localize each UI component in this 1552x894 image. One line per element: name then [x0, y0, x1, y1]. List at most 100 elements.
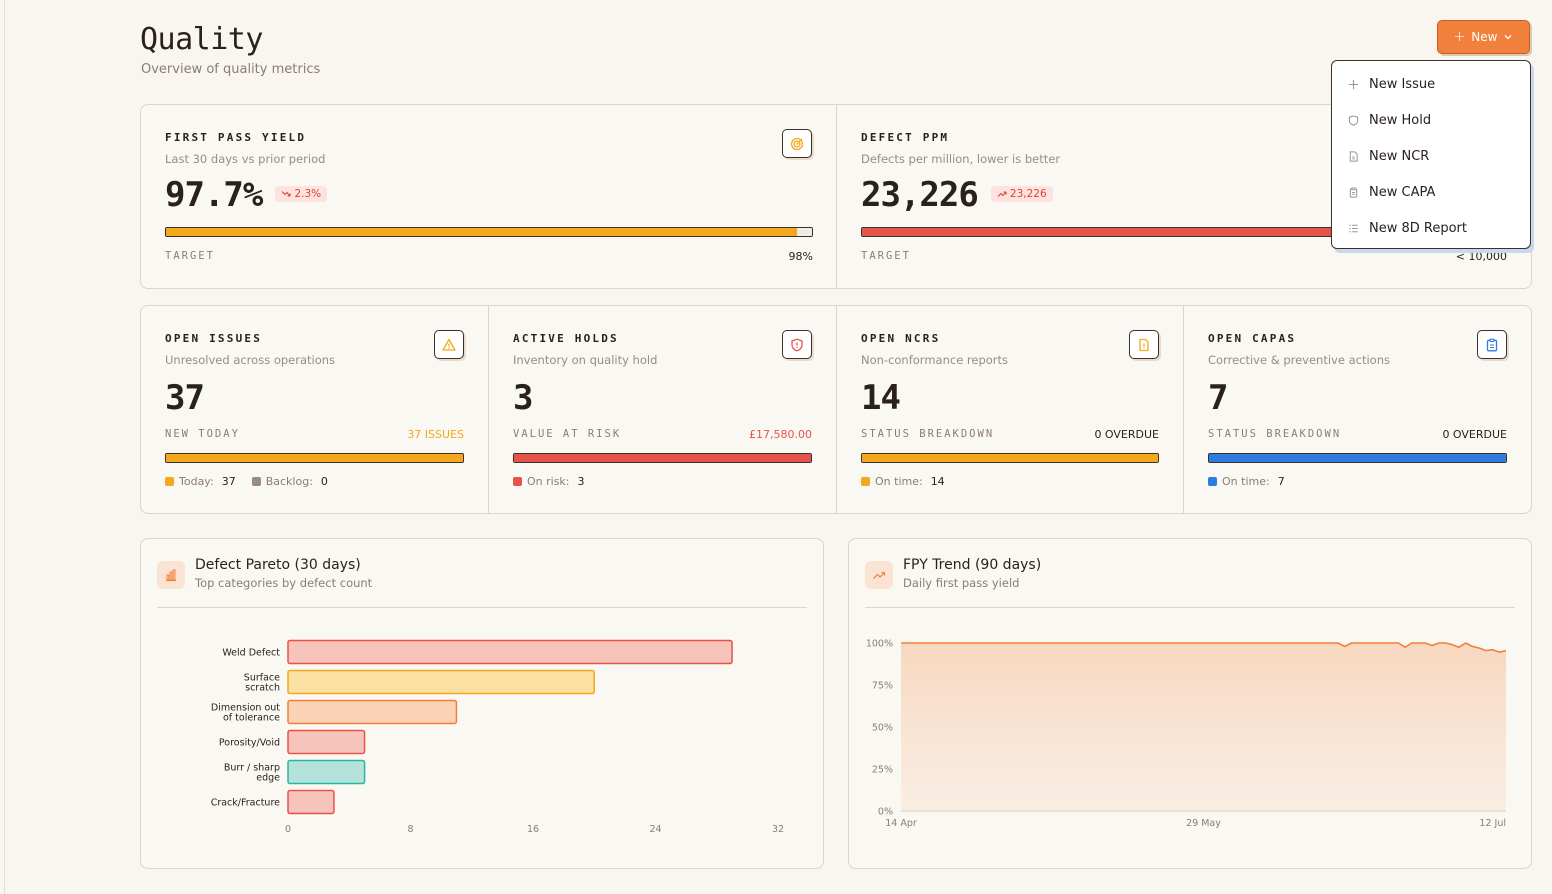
- legend-swatch: [861, 477, 870, 486]
- legend-value: 7: [1277, 475, 1285, 488]
- legend-item: On risk: 3: [513, 475, 585, 488]
- trend-x-tick: 14 Apr: [885, 818, 917, 829]
- plus-icon: [1347, 78, 1359, 90]
- ncrs-sub-label: STATUS BREAKDOWN: [861, 428, 995, 440]
- trend-area: [901, 643, 1506, 811]
- ncrs-sub-value: 0 OVERDUE: [1094, 428, 1159, 441]
- divider: [488, 306, 489, 513]
- legend-item: Backlog: 0: [251, 475, 328, 488]
- trend-y-tick: 100%: [866, 639, 893, 650]
- trend-title: FPY Trend (90 days): [903, 557, 1042, 573]
- ncrs-tile: OPEN NCRS Non-conformance reports: [861, 332, 1008, 367]
- ppm-value: 23,226: [861, 175, 979, 215]
- clipboard-icon: [1347, 186, 1359, 198]
- trend-y-tick: 50%: [872, 723, 893, 734]
- trend-line: [901, 642, 1507, 654]
- issues-legend: Today: 37 Backlog: 0: [165, 475, 328, 488]
- new-menu: New Issue New Hold New NCR New CAPA New …: [1331, 60, 1531, 249]
- legend-label: Today:: [179, 475, 214, 488]
- trend-y-tick: 0%: [878, 807, 893, 818]
- file-warning-icon: [1129, 330, 1159, 359]
- legend-label: Backlog:: [265, 475, 313, 488]
- defect-pareto-card: Defect Pareto (30 days) Top categories b…: [140, 538, 824, 869]
- pareto-category-label: Burr / sharp edge: [224, 763, 280, 784]
- pareto-subtitle: Top categories by defect count: [195, 576, 373, 590]
- file-icon: [1347, 150, 1359, 162]
- page-subtitle: Overview of quality metrics: [141, 62, 321, 77]
- fpy-trend-card: FPY Trend (90 days) Daily first pass yie…: [848, 538, 1532, 869]
- ppm-tile: DEFECT PPM Defects per million, lower is…: [861, 131, 1509, 166]
- capas-sub-label: STATUS BREAKDOWN: [1208, 428, 1342, 440]
- menu-item-new-8d-report[interactable]: New 8D Report: [1332, 210, 1530, 246]
- defect-pareto-chart: Weld Defect Surface scratch Dimension out of…: [211, 639, 784, 835]
- new-button-label: New: [1471, 30, 1498, 44]
- issues-progress-bar: [165, 453, 464, 463]
- menu-item-new-capa[interactable]: New CAPA: [1332, 174, 1530, 210]
- ncrs-progress-bar: [861, 453, 1159, 463]
- menu-item-new-ncr[interactable]: New NCR: [1332, 138, 1530, 174]
- bar-chart-icon: [157, 561, 185, 589]
- divider: [836, 306, 837, 513]
- trend-up-icon: [997, 190, 1007, 197]
- fpy-label: FIRST PASS YIELD: [165, 131, 307, 144]
- new-button[interactable]: + New: [1437, 20, 1530, 54]
- plus-icon: +: [1453, 29, 1466, 45]
- legend-value: 14: [930, 475, 945, 488]
- pareto-x-tick: 16: [527, 824, 539, 835]
- divider: [836, 105, 837, 288]
- pareto-category-label: Porosity/Void: [219, 738, 280, 749]
- holds-progress-fill: [514, 454, 811, 462]
- issues-label: OPEN ISSUES: [165, 332, 263, 345]
- menu-item-label: New Issue: [1369, 76, 1436, 92]
- shield-icon: [1347, 114, 1359, 126]
- ncrs-progress-fill: [862, 454, 1158, 462]
- ppm-description: Defects per million, lower is better: [861, 152, 1061, 166]
- capas-label: OPEN CAPAS: [1208, 332, 1297, 345]
- pareto-x-tick: 8: [407, 824, 413, 835]
- fpy-description: Last 30 days vs prior period: [165, 152, 326, 166]
- fpy-progress-fill: [166, 228, 798, 236]
- fpy-progress-bar: [165, 227, 813, 237]
- legend-label: On time:: [875, 475, 923, 488]
- fpy-trend-chart: 0% 25% 50% 75% 100% 14 Apr 29 May 12 Jul: [866, 639, 1507, 829]
- menu-item-new-issue[interactable]: New Issue: [1332, 66, 1530, 102]
- pareto-bar: [287, 729, 366, 755]
- capas-tile: OPEN CAPAS Corrective & preventive actio…: [1208, 332, 1390, 367]
- target-icon: [782, 129, 812, 158]
- legend-value: 37: [221, 475, 236, 488]
- fpy-value: 97.7%: [165, 175, 263, 215]
- pareto-x-tick: 32: [772, 824, 784, 835]
- legend-swatch: [165, 477, 174, 486]
- legend-value: 0: [320, 475, 328, 488]
- ncrs-description: Non-conformance reports: [861, 353, 1009, 367]
- legend-item: On time: 7: [1208, 475, 1285, 488]
- kpi-top-card: FIRST PASS YIELD Last 30 days vs prior p…: [140, 104, 1532, 289]
- capas-progress-fill: [1209, 454, 1506, 462]
- ppm-delta: 23,226: [1009, 187, 1047, 200]
- holds-label: ACTIVE HOLDS: [513, 332, 619, 345]
- legend-swatch: [251, 477, 261, 486]
- chevron-down-icon: [1504, 35, 1512, 40]
- holds-sub-value: £17,580.00: [749, 428, 812, 441]
- capas-legend: On time: 7: [1208, 475, 1285, 488]
- ncrs-legend: On time: 14: [861, 475, 945, 488]
- trend-down-icon: [282, 190, 292, 197]
- fpy-target-label: TARGET: [165, 250, 215, 262]
- pareto-category-label: Weld Defect: [222, 648, 280, 659]
- menu-item-label: New NCR: [1369, 148, 1430, 164]
- holds-description: Inventory on quality hold: [513, 353, 658, 367]
- shield-alert-icon: [782, 330, 812, 359]
- list-icon: [1347, 222, 1359, 234]
- trend-y-tick: 75%: [872, 681, 893, 692]
- menu-item-label: New Hold: [1369, 112, 1432, 128]
- legend-value: 3: [577, 475, 585, 488]
- menu-item-new-hold[interactable]: New Hold: [1332, 102, 1530, 138]
- fpy-delta: 2.3%: [294, 187, 322, 200]
- holds-progress-bar: [513, 453, 812, 463]
- ncrs-label: OPEN NCRS: [861, 332, 941, 345]
- issues-sub-label: NEW TODAY: [165, 428, 240, 440]
- issues-tile: OPEN ISSUES Unresolved across operations: [165, 332, 335, 367]
- legend-swatch: [1208, 477, 1217, 486]
- legend-label: On time:: [1222, 475, 1270, 488]
- page-edge: [4, 0, 5, 894]
